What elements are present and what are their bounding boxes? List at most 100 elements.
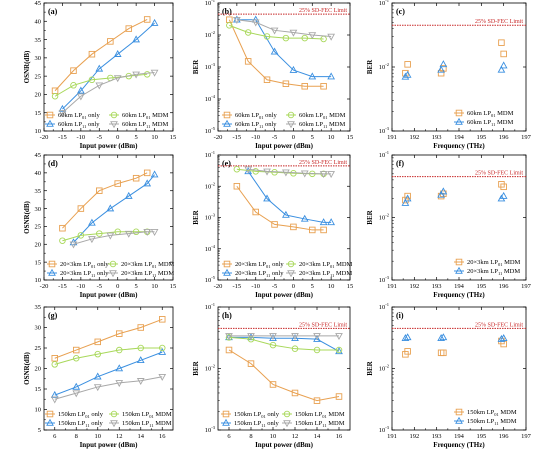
data-point (269, 333, 277, 341)
legend-label-main: 150km LP (295, 420, 323, 427)
series-line (54, 351, 163, 396)
panel-label: (e) (222, 159, 231, 168)
x-axis-label: Frequency (THz) (433, 291, 485, 299)
panel-b: -20 -15 -10 -5 0 5 10 1510-510-410-310-210-1Inp… (192, 0, 353, 150)
legend-label-subscript: 11 (146, 124, 150, 129)
y-tick-exponent: -3 (211, 425, 215, 430)
x-tick-label: 196 (499, 134, 510, 141)
panel-label: (c) (396, 7, 405, 16)
x-tick-label: 8 (249, 433, 252, 440)
y-tick-label: 15 (35, 259, 42, 266)
data-point (282, 210, 290, 218)
legend-label-tail: only (90, 420, 104, 427)
data-point (143, 16, 151, 23)
data-point (124, 191, 133, 199)
y-tick-base: 10 (379, 152, 386, 159)
data-point (150, 69, 159, 77)
x-tick-label: 197 (521, 283, 532, 290)
data-point (263, 76, 271, 83)
y-tick-label: 10-5 (205, 275, 216, 284)
data-point (225, 333, 233, 341)
legend-label-subscript: 11 (266, 273, 270, 278)
data-point (51, 361, 59, 368)
data-point (113, 49, 122, 57)
legend-label-main: 150km LP (467, 418, 495, 425)
data-point (497, 334, 506, 342)
y-tick-label: 20 (35, 366, 42, 373)
x-tick-label: 192 (409, 433, 419, 440)
plot-frame (391, 2, 527, 132)
x-tick-label: 193 (432, 283, 442, 290)
series-line (236, 19, 332, 37)
x-tick-label: -15 (233, 134, 242, 141)
y-tick-label: 10-2 (379, 213, 389, 222)
y-tick-label: 45 (35, 152, 42, 159)
data-point (232, 15, 241, 23)
legend-label-main: 60km LP (299, 112, 323, 119)
y-tick-base: 10 (379, 277, 386, 284)
data-point (404, 348, 411, 355)
legend-label-subscript: 01 (82, 115, 87, 120)
x-tick-label: 12 (292, 433, 299, 440)
y-tick-base: 10 (379, 366, 386, 373)
data-point (270, 47, 279, 55)
x-axis-label: Frequency (THz) (433, 441, 485, 449)
data-point (308, 72, 317, 80)
data-point (401, 198, 410, 206)
data-point (289, 29, 298, 37)
legend-label-subscript: 01 (149, 414, 154, 419)
legend-label-subscript: 01 (498, 262, 503, 267)
legend-label-main: 150km LP (295, 411, 323, 418)
data-point (335, 346, 343, 354)
x-tick-label: 0 (116, 283, 119, 290)
data-point (301, 83, 308, 90)
data-point (327, 72, 336, 80)
series-1 (244, 167, 336, 226)
y-tick-exponent: -4 (211, 94, 215, 99)
y-tick-label: 30 (35, 206, 42, 213)
data-point (96, 187, 103, 194)
y-tick-exponent: -3 (211, 213, 215, 218)
data-point (50, 396, 59, 404)
legend-label-subscript: 11 (149, 423, 153, 428)
series-line (236, 185, 324, 231)
x-tick-label: 16 (159, 433, 166, 440)
x-tick-label: 195 (476, 283, 486, 290)
data-point (313, 346, 321, 354)
legend-label-subscript: 01 (330, 264, 335, 269)
x-tick-label: -10 (251, 134, 260, 141)
series-0 (59, 169, 151, 232)
y-tick-base: 10 (205, 215, 212, 222)
data-point (319, 171, 328, 179)
data-point (269, 381, 277, 388)
data-point (124, 230, 133, 238)
legend-label-main: 20×3km LP (121, 270, 152, 277)
y-tick-label: 10-1 (205, 0, 215, 7)
y-tick-exponent: -2 (211, 364, 215, 369)
x-tick-label: -10 (77, 134, 86, 141)
legend-label-subscript: 01 (152, 264, 157, 269)
x-tick-label: 0 (292, 283, 295, 290)
y-tick-label: 30 (35, 325, 42, 332)
x-tick-label: 15 (347, 134, 354, 141)
data-point (244, 166, 253, 174)
legend-label-main: 20×3km LP (299, 270, 330, 277)
y-tick-label: 35 (35, 37, 42, 44)
legend-label: 20×3km LP01 MDM (121, 261, 175, 269)
legend-swatch-marker (455, 258, 463, 266)
series-2 (226, 22, 327, 43)
legend-label: 60km LP01 MDM (122, 112, 169, 120)
data-point (403, 194, 412, 202)
data-point (300, 214, 309, 222)
legend-swatch-marker (455, 117, 463, 125)
y-tick-label: 10-2 (205, 30, 215, 39)
data-point (158, 373, 167, 381)
y-tick-base: 10 (205, 0, 212, 7)
data-point (115, 330, 123, 337)
legend-swatch-marker (46, 410, 54, 418)
legend-label: 20×3km LP01 only (235, 261, 284, 269)
y-tick-exponent: -1 (211, 0, 215, 3)
x-tick-label: 14 (314, 433, 321, 440)
legend-swatch-marker (48, 260, 56, 268)
